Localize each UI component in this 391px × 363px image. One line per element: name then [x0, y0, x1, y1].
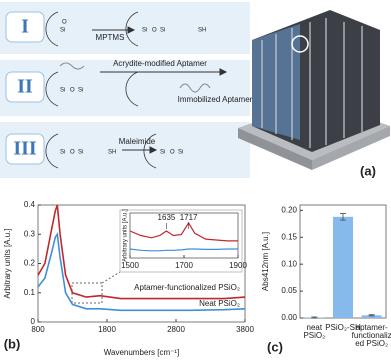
chem-sh: SH	[198, 28, 206, 34]
series-line	[37, 232, 246, 312]
y-tick-label: 0.1	[24, 288, 36, 297]
panel-label: (a)	[360, 163, 376, 178]
x-tick-label: 1500	[121, 261, 139, 270]
y-tick-label: 0.2	[24, 259, 36, 268]
chem-o: O	[70, 88, 75, 94]
step-box	[5, 11, 45, 43]
chem-si: Si	[78, 150, 83, 156]
y-axis-title: Arbitrary units [A.u.]	[123, 209, 129, 262]
x-tick-label: 800	[31, 325, 45, 334]
step-box	[5, 133, 45, 165]
peak-label: 1717	[180, 213, 198, 222]
chem-o: O	[62, 20, 67, 26]
chem-sh: SH	[108, 150, 116, 156]
y-axis-title: Arbitrary units [A.u.]	[3, 228, 12, 298]
chem-o: O	[152, 28, 157, 34]
series-line	[129, 221, 238, 242]
chem-si: Si	[60, 150, 65, 156]
x-tick-label: 3800	[236, 325, 254, 334]
x-tick-label: 2800	[167, 325, 185, 334]
chem-si: Si	[60, 88, 65, 94]
panel-a: I II III MPTMS Acrydite-modified Aptamer…	[0, 2, 390, 179]
peak-label: 1635	[158, 213, 176, 222]
x-tick-label: 1700	[175, 261, 193, 270]
y-axis-title: Abs412nm [A.u.]	[261, 232, 270, 291]
product-label: Immobilized Aptamer	[178, 95, 253, 104]
chem-si: Si	[78, 88, 83, 94]
error-bar	[311, 316, 318, 319]
y-tick-label: 0.20	[281, 205, 297, 214]
bar	[361, 315, 382, 318]
series-line	[37, 204, 246, 300]
x-tick-label: 1900	[229, 261, 247, 270]
x-tick-label: neat PSiO₂	[303, 323, 325, 340]
chem-si: Si	[160, 150, 165, 156]
zoom-box	[71, 282, 103, 304]
porous-structure	[238, 10, 390, 170]
panel-label: (c)	[267, 339, 283, 354]
reagent-label: Maleimide	[119, 137, 156, 146]
y-tick-label: 0.4	[24, 200, 36, 209]
series-line	[129, 248, 238, 252]
y-tick-label: 0	[31, 317, 36, 326]
chem-si: Si	[142, 28, 147, 34]
chem-o: O	[70, 150, 75, 156]
reagent-label: MPTMS	[96, 33, 125, 42]
bar	[332, 216, 354, 318]
x-tick-label: PSiO₂-SH	[325, 323, 361, 332]
y-tick-label: 0.05	[281, 286, 297, 295]
chem-group: O Si Si O Si SH Si O Si Si O Si SH Si O …	[60, 20, 206, 156]
x-tick-label: aptamer-functionaliz ed PSiO₂	[352, 323, 391, 348]
step-numeral: II	[17, 76, 33, 98]
series-label: Aptamer-functionalized PSiO₂	[134, 283, 240, 292]
y-tick-label: 0.10	[281, 259, 297, 268]
error-bar	[340, 213, 346, 221]
aptamer-icon	[179, 83, 211, 93]
step-numeral: III	[13, 138, 37, 160]
zoom-connector	[101, 271, 121, 284]
step-numeral: I	[21, 16, 29, 38]
y-tick-label: 0.00	[281, 313, 297, 322]
pore-walls	[45, 11, 157, 169]
error-bar	[368, 314, 375, 317]
chem-si: Si	[60, 28, 65, 34]
series-label: Neat PSiO₂	[199, 299, 240, 308]
panel-label: (b)	[4, 336, 21, 351]
x-axis-title: Wavenumbers [cm⁻¹]	[104, 348, 180, 357]
chem-o: O	[170, 150, 175, 156]
chem-si: Si	[160, 28, 165, 34]
arrows	[92, 26, 228, 154]
reagent-label: Acrydite-modified Aptamer	[113, 59, 207, 68]
y-tick-label: 0.15	[281, 232, 297, 241]
chem-si: Si	[178, 150, 183, 156]
aptamer-icon	[59, 62, 85, 70]
y-tick-label: 0.3	[24, 229, 36, 238]
x-tick-label: 1800	[98, 325, 116, 334]
step-box	[5, 71, 45, 103]
